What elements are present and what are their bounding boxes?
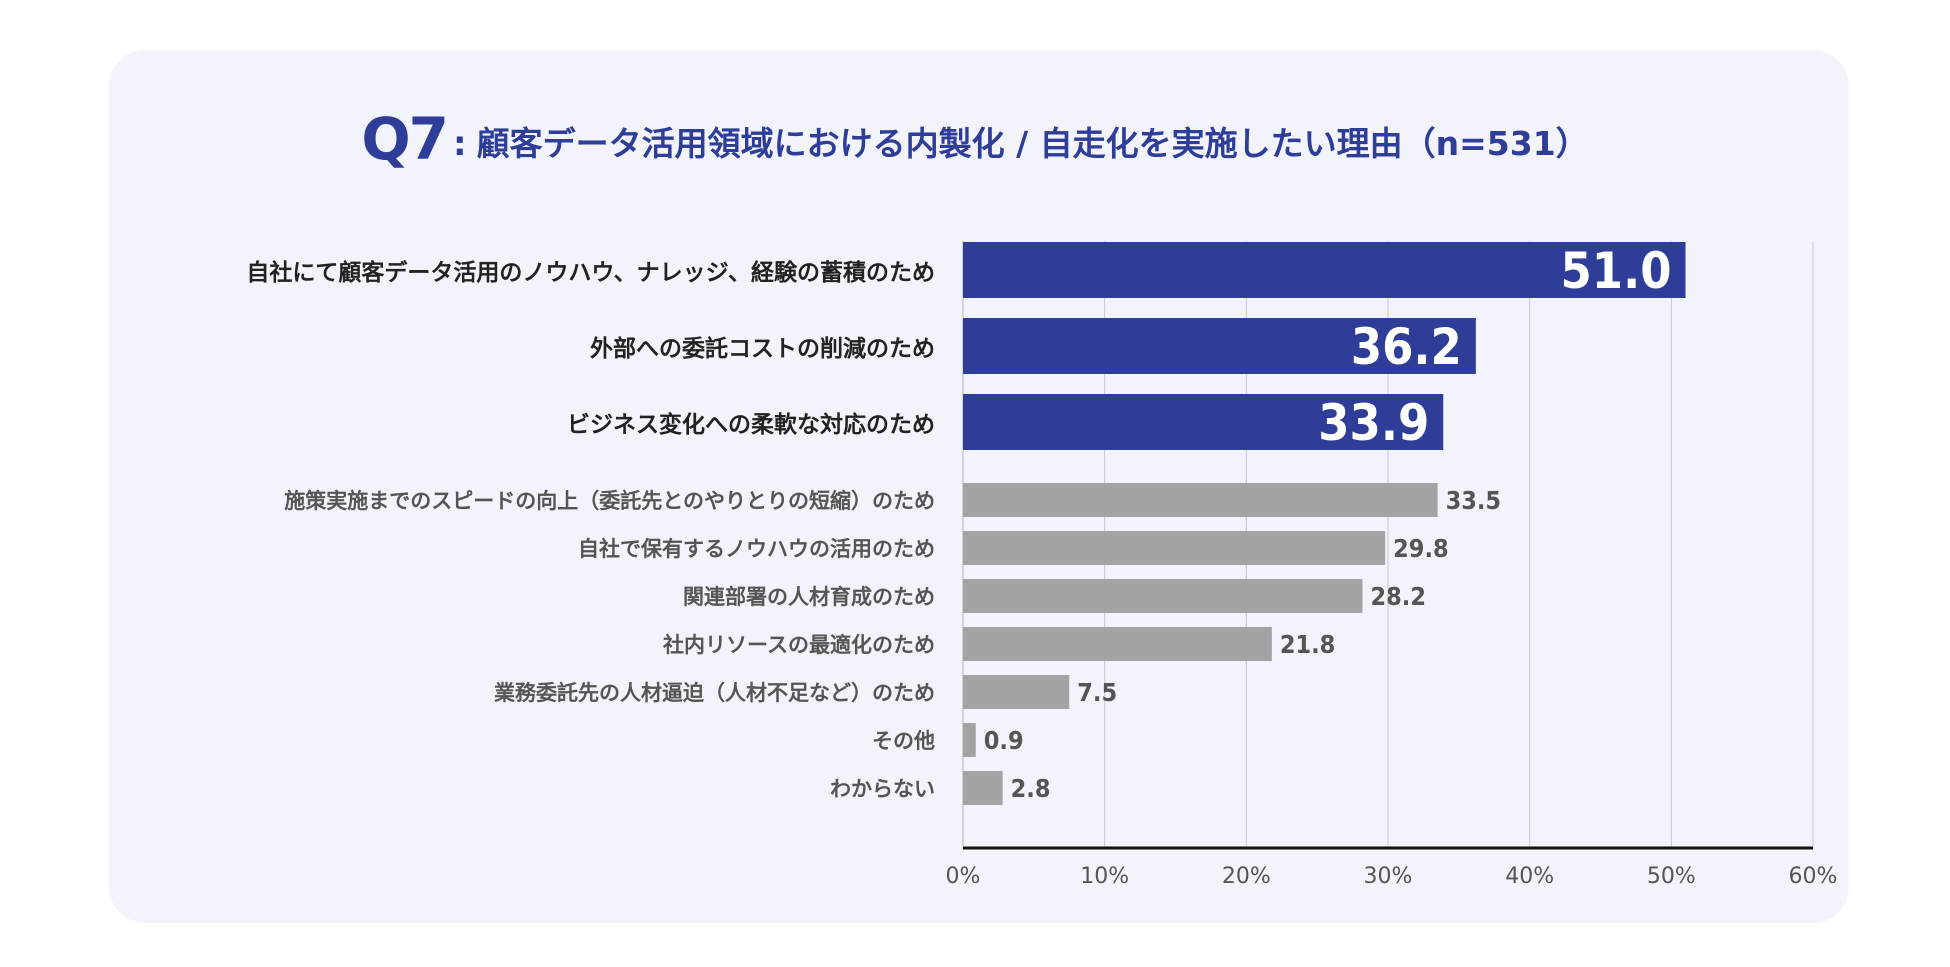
tick-label: 60% <box>1789 864 1838 889</box>
data-label: 21.8 <box>1280 630 1336 659</box>
bar <box>963 394 1444 450</box>
tick-label: 外部への委託コストの削減のため <box>590 336 935 362</box>
tick-label: 自社にて顧客データ活用のノウハウ、ナレッジ、経験の蓄積のため <box>246 260 935 286</box>
bar <box>963 675 1070 709</box>
bar <box>963 627 1272 661</box>
title-text: 顧客データ活用領域における内製化 / 自走化を実施したい理由（n=531） <box>476 124 1589 163</box>
bar <box>963 242 1686 298</box>
tick-label: 30% <box>1364 864 1413 889</box>
tick-label: 50% <box>1647 864 1696 889</box>
tick-label: 10% <box>1080 864 1129 889</box>
data-label: 0.9 <box>984 726 1024 755</box>
data-label: 7.5 <box>1077 678 1117 707</box>
tick-label: 0% <box>946 864 981 889</box>
data-label: 29.8 <box>1393 534 1449 563</box>
title-separator: : <box>453 124 467 164</box>
data-label: 33.9 <box>1318 394 1429 452</box>
data-label: 28.2 <box>1371 582 1427 611</box>
bar <box>963 723 976 757</box>
data-label: 33.5 <box>1446 486 1502 515</box>
tick-label: 40% <box>1505 864 1554 889</box>
data-label: 2.8 <box>1011 774 1051 803</box>
data-label: 51.0 <box>1561 242 1672 300</box>
bar <box>963 579 1363 613</box>
tick-label: 社内リソースの最適化のため <box>663 633 935 657</box>
tick-label: 業務委託先の人材逼迫（人材不足など）のため <box>494 681 935 705</box>
tick-label: 関連部署の人材育成のため <box>683 585 935 609</box>
data-label: 36.2 <box>1351 318 1462 376</box>
tick-label: 施策実施までのスピードの向上（委託先とのやりとりの短縮）のため <box>284 489 935 513</box>
tick-label: わからない <box>830 777 935 801</box>
tick-label: 自社で保有するノウハウの活用のため <box>578 537 935 561</box>
bar <box>963 531 1386 565</box>
bar <box>963 318 1476 374</box>
chart-title: Q7: 顧客データ活用領域における内製化 / 自走化を実施したい理由（n=531） <box>0 105 1950 173</box>
question-number: Q7 <box>361 105 449 173</box>
bar <box>963 483 1438 517</box>
tick-label: 20% <box>1222 864 1271 889</box>
bar <box>963 771 1003 805</box>
tick-label: ビジネス変化への柔軟な対応のため <box>567 412 935 438</box>
tick-label: その他 <box>872 729 935 753</box>
